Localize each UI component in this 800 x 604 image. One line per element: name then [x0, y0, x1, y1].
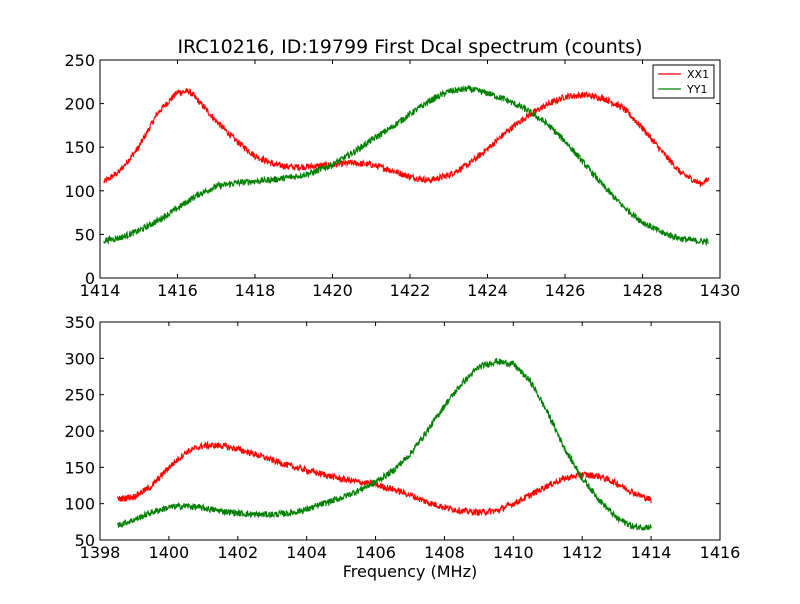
x-axis-label: Frequency (MHz): [343, 562, 477, 581]
x-tick-label: 1406: [355, 543, 396, 562]
y-tick-label: 0: [85, 269, 95, 288]
y-tick-label: 300: [64, 349, 95, 368]
x-tick-label: 1416: [700, 543, 741, 562]
bottom-panel: 1398 1400 1402 1404 1406 1408 1410 1412 1414 1416…: [64, 313, 740, 581]
x-tick-label: 1416: [157, 281, 198, 300]
x-tick-label: 1400: [149, 543, 190, 562]
x-tick-label: 1414: [80, 281, 121, 300]
series-line-yy1: [103, 85, 709, 247]
series-line-xx1: [103, 88, 709, 187]
x-tick-label: 1410: [493, 543, 534, 562]
y-tick-label: 50: [75, 225, 95, 244]
y-tick-label: 100: [64, 182, 95, 201]
legend-box: [652, 64, 715, 99]
x-tick-label: 1426: [545, 281, 586, 300]
y-tick-label: 150: [64, 138, 95, 157]
x-tick-label: 1412: [562, 543, 603, 562]
y-tick-label: 200: [64, 95, 95, 114]
figure-title: IRC10216, ID:19799 First Dcal spectrum (…: [177, 36, 642, 58]
x-tick-label: 1414: [631, 543, 672, 562]
y-tick-label: 50: [75, 531, 95, 550]
y-tick-label: 200: [64, 422, 95, 441]
x-tick-label: 1420: [312, 281, 353, 300]
x-tick-label: 1428: [622, 281, 663, 300]
series-group: [103, 85, 709, 247]
series-line-yy1: [116, 358, 652, 532]
legend-label-yy1: YY1: [686, 83, 707, 96]
legend-label-xx1: XX1: [687, 68, 709, 81]
series-line-xx1: [116, 440, 652, 517]
x-tick-label: 1404: [286, 543, 327, 562]
x-tick-label: 1430: [700, 281, 741, 300]
series-group: [116, 358, 652, 532]
x-tick-label: 1408: [424, 543, 465, 562]
x-tick-label: 1398: [80, 543, 121, 562]
y-tick-label: 350: [64, 313, 95, 332]
x-tick-label: 1422: [390, 281, 431, 300]
x-tick-label: 1402: [217, 543, 258, 562]
y-tick-label: 150: [64, 458, 95, 477]
x-tick-label: 1424: [467, 281, 508, 300]
top-panel: 1414 1416 1418 1420 1422 1424 1426 1428 1430 0 50 1…: [64, 51, 740, 300]
y-tick-label: 250: [64, 386, 95, 405]
x-tick-label: 1418: [235, 281, 276, 300]
y-tick-label: 100: [64, 495, 95, 514]
y-tick-label: 250: [64, 51, 95, 70]
